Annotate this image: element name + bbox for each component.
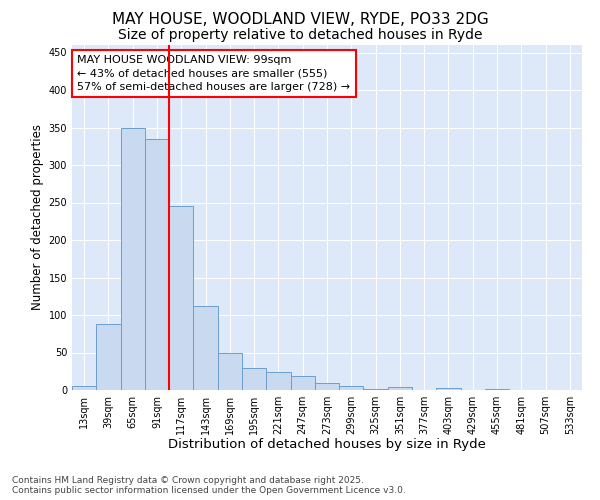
Bar <box>121 128 145 390</box>
Bar <box>290 376 315 390</box>
X-axis label: Distribution of detached houses by size in Ryde: Distribution of detached houses by size … <box>168 438 486 452</box>
Text: MAY HOUSE WOODLAND VIEW: 99sqm
← 43% of detached houses are smaller (555)
57% of: MAY HOUSE WOODLAND VIEW: 99sqm ← 43% of … <box>77 56 350 92</box>
Bar <box>242 368 266 390</box>
Text: MAY HOUSE, WOODLAND VIEW, RYDE, PO33 2DG: MAY HOUSE, WOODLAND VIEW, RYDE, PO33 2DG <box>112 12 488 28</box>
Y-axis label: Number of detached properties: Number of detached properties <box>31 124 44 310</box>
Bar <box>266 372 290 390</box>
Bar <box>485 389 509 390</box>
Bar <box>364 388 388 390</box>
Bar <box>218 353 242 390</box>
Bar <box>96 324 121 390</box>
Text: Size of property relative to detached houses in Ryde: Size of property relative to detached ho… <box>118 28 482 42</box>
Bar <box>339 386 364 390</box>
Bar <box>388 387 412 390</box>
Bar <box>315 383 339 390</box>
Bar <box>436 388 461 390</box>
Bar <box>145 138 169 390</box>
Bar <box>72 386 96 390</box>
Bar <box>193 306 218 390</box>
Bar <box>169 206 193 390</box>
Text: Contains HM Land Registry data © Crown copyright and database right 2025.
Contai: Contains HM Land Registry data © Crown c… <box>12 476 406 495</box>
